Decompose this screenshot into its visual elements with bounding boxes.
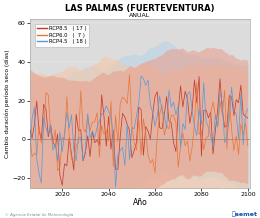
X-axis label: Año: Año: [133, 198, 147, 207]
Text: ANUAL: ANUAL: [129, 14, 151, 19]
Title: LAS PALMAS (FUERTEVENTURA): LAS PALMAS (FUERTEVENTURA): [65, 4, 215, 13]
Y-axis label: Cambio duración período seco (días): Cambio duración período seco (días): [4, 49, 10, 158]
Text: © Agencia Estatal de Meteorología: © Agencia Estatal de Meteorología: [5, 213, 74, 217]
Legend: RCP8.5   ( 17 ), RCP6.0   (  7 ), RCP4.5   ( 18 ): RCP8.5 ( 17 ), RCP6.0 ( 7 ), RCP4.5 ( 18…: [35, 24, 89, 46]
Text: ⮤aemet: ⮤aemet: [231, 211, 257, 217]
